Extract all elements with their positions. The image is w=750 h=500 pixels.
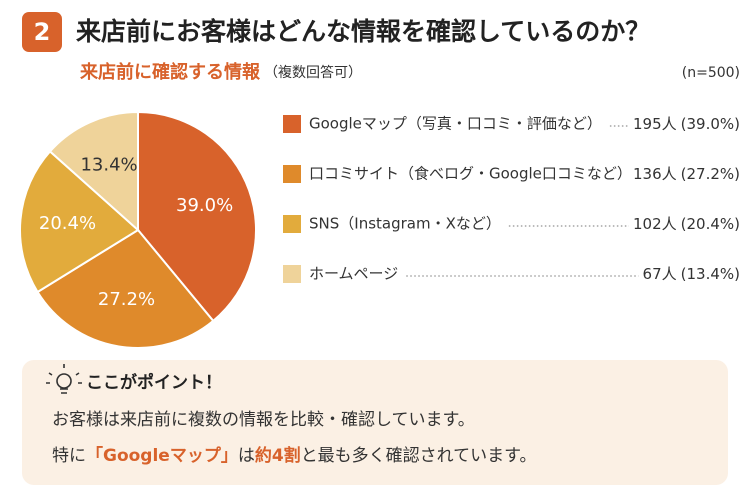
- pie-slice: [137, 110, 257, 323]
- pie-slice: [36, 228, 215, 349]
- count-label: 102人: [633, 215, 677, 233]
- chart-subtitle: （複数回答可）: [264, 64, 362, 81]
- slice-label: 39.0%: [176, 195, 233, 216]
- callout-box: [22, 360, 728, 485]
- badge-bg: [22, 12, 62, 52]
- count-label: 67人: [643, 265, 677, 283]
- legend-swatch: [283, 115, 301, 133]
- pie: 39.0% 27.2% 20.4% 13.4%: [19, 110, 257, 349]
- legend-swatch: [283, 215, 301, 233]
- legend-label: ホームページ: [309, 265, 398, 283]
- pie-slice: [19, 149, 140, 294]
- callout-emphasis: 約4割: [255, 445, 301, 466]
- callout-text: と最も多く確認されています。: [301, 446, 537, 466]
- percent-label: (20.4%): [681, 215, 740, 233]
- chart-title: 来店前に確認する情報: [79, 61, 261, 83]
- legend-label: 口コミサイト（食べログ・Google口コミなど）: [309, 165, 632, 183]
- chart-title-line: 来店前に確認する情報 （複数回答可）: [79, 61, 362, 83]
- legend-swatch: [283, 165, 301, 183]
- legend-value: 67人 (13.4%): [643, 265, 740, 283]
- slice-label: 13.4%: [80, 154, 137, 175]
- pie-slice: [48, 110, 139, 233]
- page-title: 来店前にお客様はどんな情報を確認しているのか？: [76, 17, 650, 46]
- legend: Googleマップ（写真・口コミ・評価など） 195人 (39.0%) 口コミサイト（…: [283, 115, 740, 283]
- sample-note: (n=500): [682, 65, 740, 81]
- legend-swatch: [283, 265, 301, 283]
- legend-value: 102人 (20.4%): [633, 215, 740, 233]
- slice-label: 27.2%: [98, 289, 155, 310]
- callout-text: は: [238, 446, 255, 466]
- legend-value: 195人 (39.0%): [633, 115, 740, 133]
- percent-label: (27.2%): [681, 165, 740, 183]
- count-label: 136人: [633, 165, 677, 183]
- callout-text: 特に: [52, 446, 86, 466]
- legend-label: Googleマップ（写真・口コミ・評価など）: [309, 115, 602, 133]
- percent-label: (13.4%): [681, 265, 740, 283]
- legend-value: 136人 (27.2%): [633, 165, 740, 183]
- legend-label: SNS（Instagram・Xなど）: [309, 215, 501, 233]
- callout-line: 特に「Googleマップ」は約4割と最も多く確認されています。: [52, 445, 536, 466]
- badge: 2: [34, 18, 51, 46]
- bulb-icon: [46, 364, 82, 394]
- count-label: 195人: [633, 115, 677, 133]
- callout-emphasis: 「Googleマップ」: [86, 445, 238, 466]
- callout-title: ここがポイント！: [86, 372, 222, 393]
- slice-label: 20.4%: [39, 213, 96, 234]
- callout-line: お客様は来店前に複数の情報を比較・確認しています。: [52, 410, 475, 430]
- percent-label: (39.0%): [681, 115, 740, 133]
